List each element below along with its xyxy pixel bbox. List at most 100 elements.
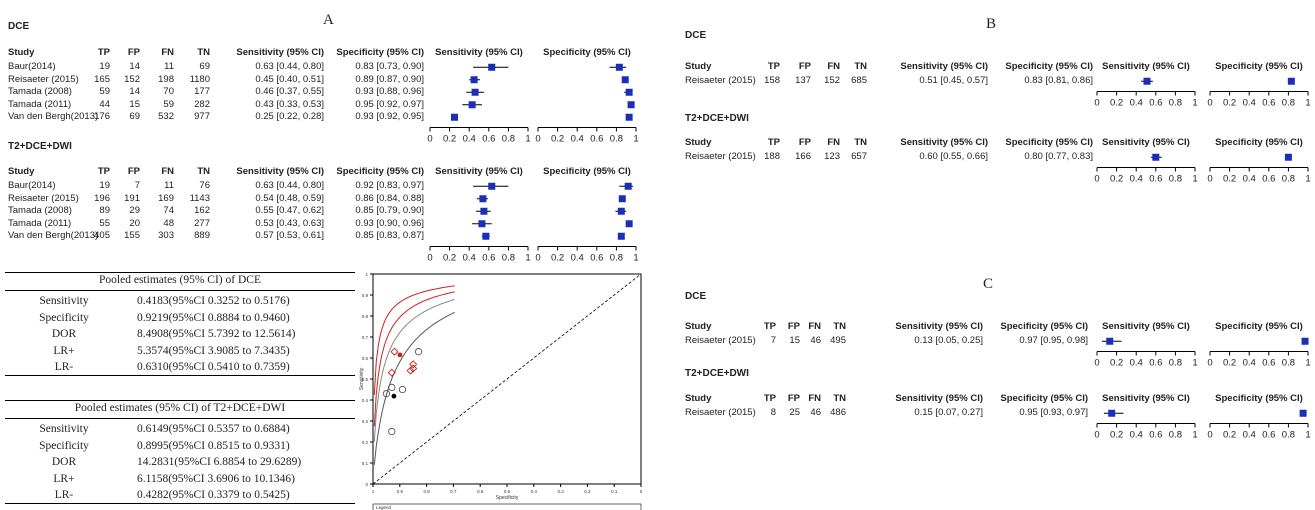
y-tick-label: 0.3 <box>362 419 369 424</box>
cell-tp: 55 <box>99 217 110 229</box>
cell-fp: 15 <box>789 335 800 346</box>
estimate-marker <box>1301 337 1309 345</box>
forest-plot-sensitivity: 0 0.2 0.4 0.6 0.8 1 <box>1094 153 1198 185</box>
col-header-fp: FP <box>787 321 800 332</box>
x-tick-label: 0.4 <box>1243 98 1256 109</box>
pooled-label: LR+ <box>53 344 75 357</box>
panel-label-b: B <box>986 16 997 32</box>
estimate-marker <box>470 76 478 84</box>
x-tick-label: 0 <box>1094 174 1099 185</box>
cell-specificity: 0.93 [0.88, 0.96] <box>355 86 424 97</box>
y-tick-label: 0.2 <box>362 440 369 445</box>
cell-specificity: 0.93 [0.90, 0.96] <box>355 217 424 229</box>
cell-fn: 123 <box>824 151 840 162</box>
plot-header-specificity: Specificity (95% CI) <box>543 47 631 58</box>
estimate-marker <box>1299 409 1307 417</box>
x-tick-label: 0.8 <box>1282 358 1295 369</box>
legend-box <box>372 503 642 510</box>
x-tick-label: 1 <box>633 253 638 264</box>
plot-header-sensitivity: Sensitivity (95% CI) <box>1102 321 1190 332</box>
dce-study-point <box>388 427 396 436</box>
cell-sensitivity: 0.45 [0.40, 0.51] <box>255 73 324 85</box>
pooled-row: DOR 14.2831(95%CI 6.8854 to 29.6289) <box>5 454 355 470</box>
estimate-marker <box>1106 337 1114 345</box>
plot-header-specificity: Specificity (95% CI) <box>543 166 631 177</box>
cell-sensitivity: 0.60 [0.55, 0.66] <box>919 151 988 162</box>
col-header-tp: TP <box>763 393 776 404</box>
x-tick-label: 1 <box>1305 98 1310 109</box>
pooled-value: 0.4183(95%CI 0.3252 to 0.5176) <box>137 295 290 307</box>
x-tick-label: 0.2 <box>1223 430 1236 441</box>
pooled-row: DOR 8.4908(95%CI 5.7392 to 12.5614) <box>5 326 355 342</box>
pooled-t2-table: Pooled estimates (95% CI) of T2+DCE+DWI … <box>5 400 355 508</box>
cell-specificity: 0.85 [0.79, 0.90] <box>355 205 424 216</box>
cell-tn: 495 <box>830 335 846 346</box>
study-name: Reisaeter (2015) <box>8 73 79 85</box>
cell-fn: 532 <box>158 111 174 122</box>
forest-plot-specificity: 0 0.2 0.4 0.6 0.8 1 <box>1207 77 1311 109</box>
study-name: Baur(2014) <box>8 180 56 191</box>
cell-fp: 14 <box>129 86 140 97</box>
cell-fp: 137 <box>795 75 811 86</box>
col-header-study: Study <box>8 47 35 58</box>
col-header-fp: FP <box>127 166 140 177</box>
estimate-marker <box>627 101 635 109</box>
col-header-specificity: Specificity (95% CI) <box>1005 137 1093 148</box>
study-name: Baur(2014) <box>8 61 56 72</box>
x-tick-label: 0.1 <box>611 489 618 494</box>
col-header-fp: FP <box>127 47 140 58</box>
sroc-curve-dce <box>373 311 455 465</box>
pooled-label: Specificity <box>39 439 89 452</box>
cell-tp: 19 <box>99 180 110 191</box>
col-header-fn: FN <box>808 321 821 332</box>
pooled-value: 14.2831(95%CI 6.8854 to 29.6289) <box>137 456 302 468</box>
cell-fn: 74 <box>163 205 174 216</box>
col-header-study: Study <box>685 393 712 404</box>
cell-fp: 25 <box>789 407 800 418</box>
estimate-marker <box>1143 77 1151 85</box>
panel-label-a: A <box>323 12 334 28</box>
plot-header-specificity: Specificity (95% CI) <box>1215 61 1303 72</box>
cell-sensitivity: 0.46 [0.37, 0.55] <box>255 86 324 97</box>
x-tick-label: 0.6 <box>1149 358 1162 369</box>
estimate-marker <box>488 182 496 190</box>
col-header-sensitivity: Sensitivity (95% CI) <box>895 321 983 332</box>
pooled-row: LR+ 6.1158(95%CI 3.6906 to 10.1346) <box>5 471 355 487</box>
x-tick-label: 0.2 <box>1110 358 1123 369</box>
cell-fn: 11 <box>164 180 174 191</box>
cell-fp: 15 <box>129 98 140 110</box>
x-tick-label: 0 <box>1207 98 1212 109</box>
cell-fp: 29 <box>129 205 140 216</box>
pooled-label: Specificity <box>39 311 89 324</box>
col-header-tp: TP <box>767 61 780 72</box>
col-header-specificity: Specificity (95% CI) <box>1005 61 1093 72</box>
estimate-marker <box>621 76 629 84</box>
dce-study-point <box>382 390 391 398</box>
cell-fp: 20 <box>129 217 140 229</box>
pooled-value: 0.9219(95%CI 0.8884 to 0.9460) <box>137 311 290 324</box>
x-tick-label: 0.4 <box>571 134 584 145</box>
cell-fn: 152 <box>824 75 840 86</box>
col-header-tn: TN <box>833 393 846 404</box>
col-header-tp: TP <box>97 166 110 177</box>
x-tick-label: 0.4 <box>531 489 538 494</box>
cell-specificity: 0.86 [0.84, 0.88] <box>355 192 424 204</box>
cell-fn: 70 <box>163 86 174 97</box>
pooled-row: Specificity 0.9219(95%CI 0.8884 to 0.9460… <box>5 310 355 326</box>
section-label: T2+DCE+DWI <box>8 141 72 152</box>
cell-sensitivity: 0.43 [0.33, 0.53] <box>255 98 324 110</box>
pooled-row: Sensitivity 0.4183(95%CI 0.3252 to 0.5176… <box>5 293 355 309</box>
legend-title: Legend <box>376 505 392 510</box>
forest-plot-specificity: 0 0.2 0.4 0.6 0.8 1 <box>1207 337 1311 369</box>
x-tick-label: 0 <box>1207 358 1212 369</box>
x-tick-label: 0.6 <box>482 253 495 264</box>
pooled-value: 5.3574(95%CI 3.9085 to 7.3435) <box>137 344 290 357</box>
x-tick-label: 0.4 <box>1243 358 1256 369</box>
study-name: Reisaeter (2015) <box>685 407 756 418</box>
y-tick-label: 0.9 <box>362 293 369 298</box>
x-tick-label: 0 <box>1207 174 1212 185</box>
x-tick-label: 1 <box>1305 358 1310 369</box>
cell-sensitivity: 0.25 [0.22, 0.28] <box>255 111 324 122</box>
x-tick-label: 0.4 <box>1130 358 1143 369</box>
col-header-study: Study <box>685 137 712 148</box>
